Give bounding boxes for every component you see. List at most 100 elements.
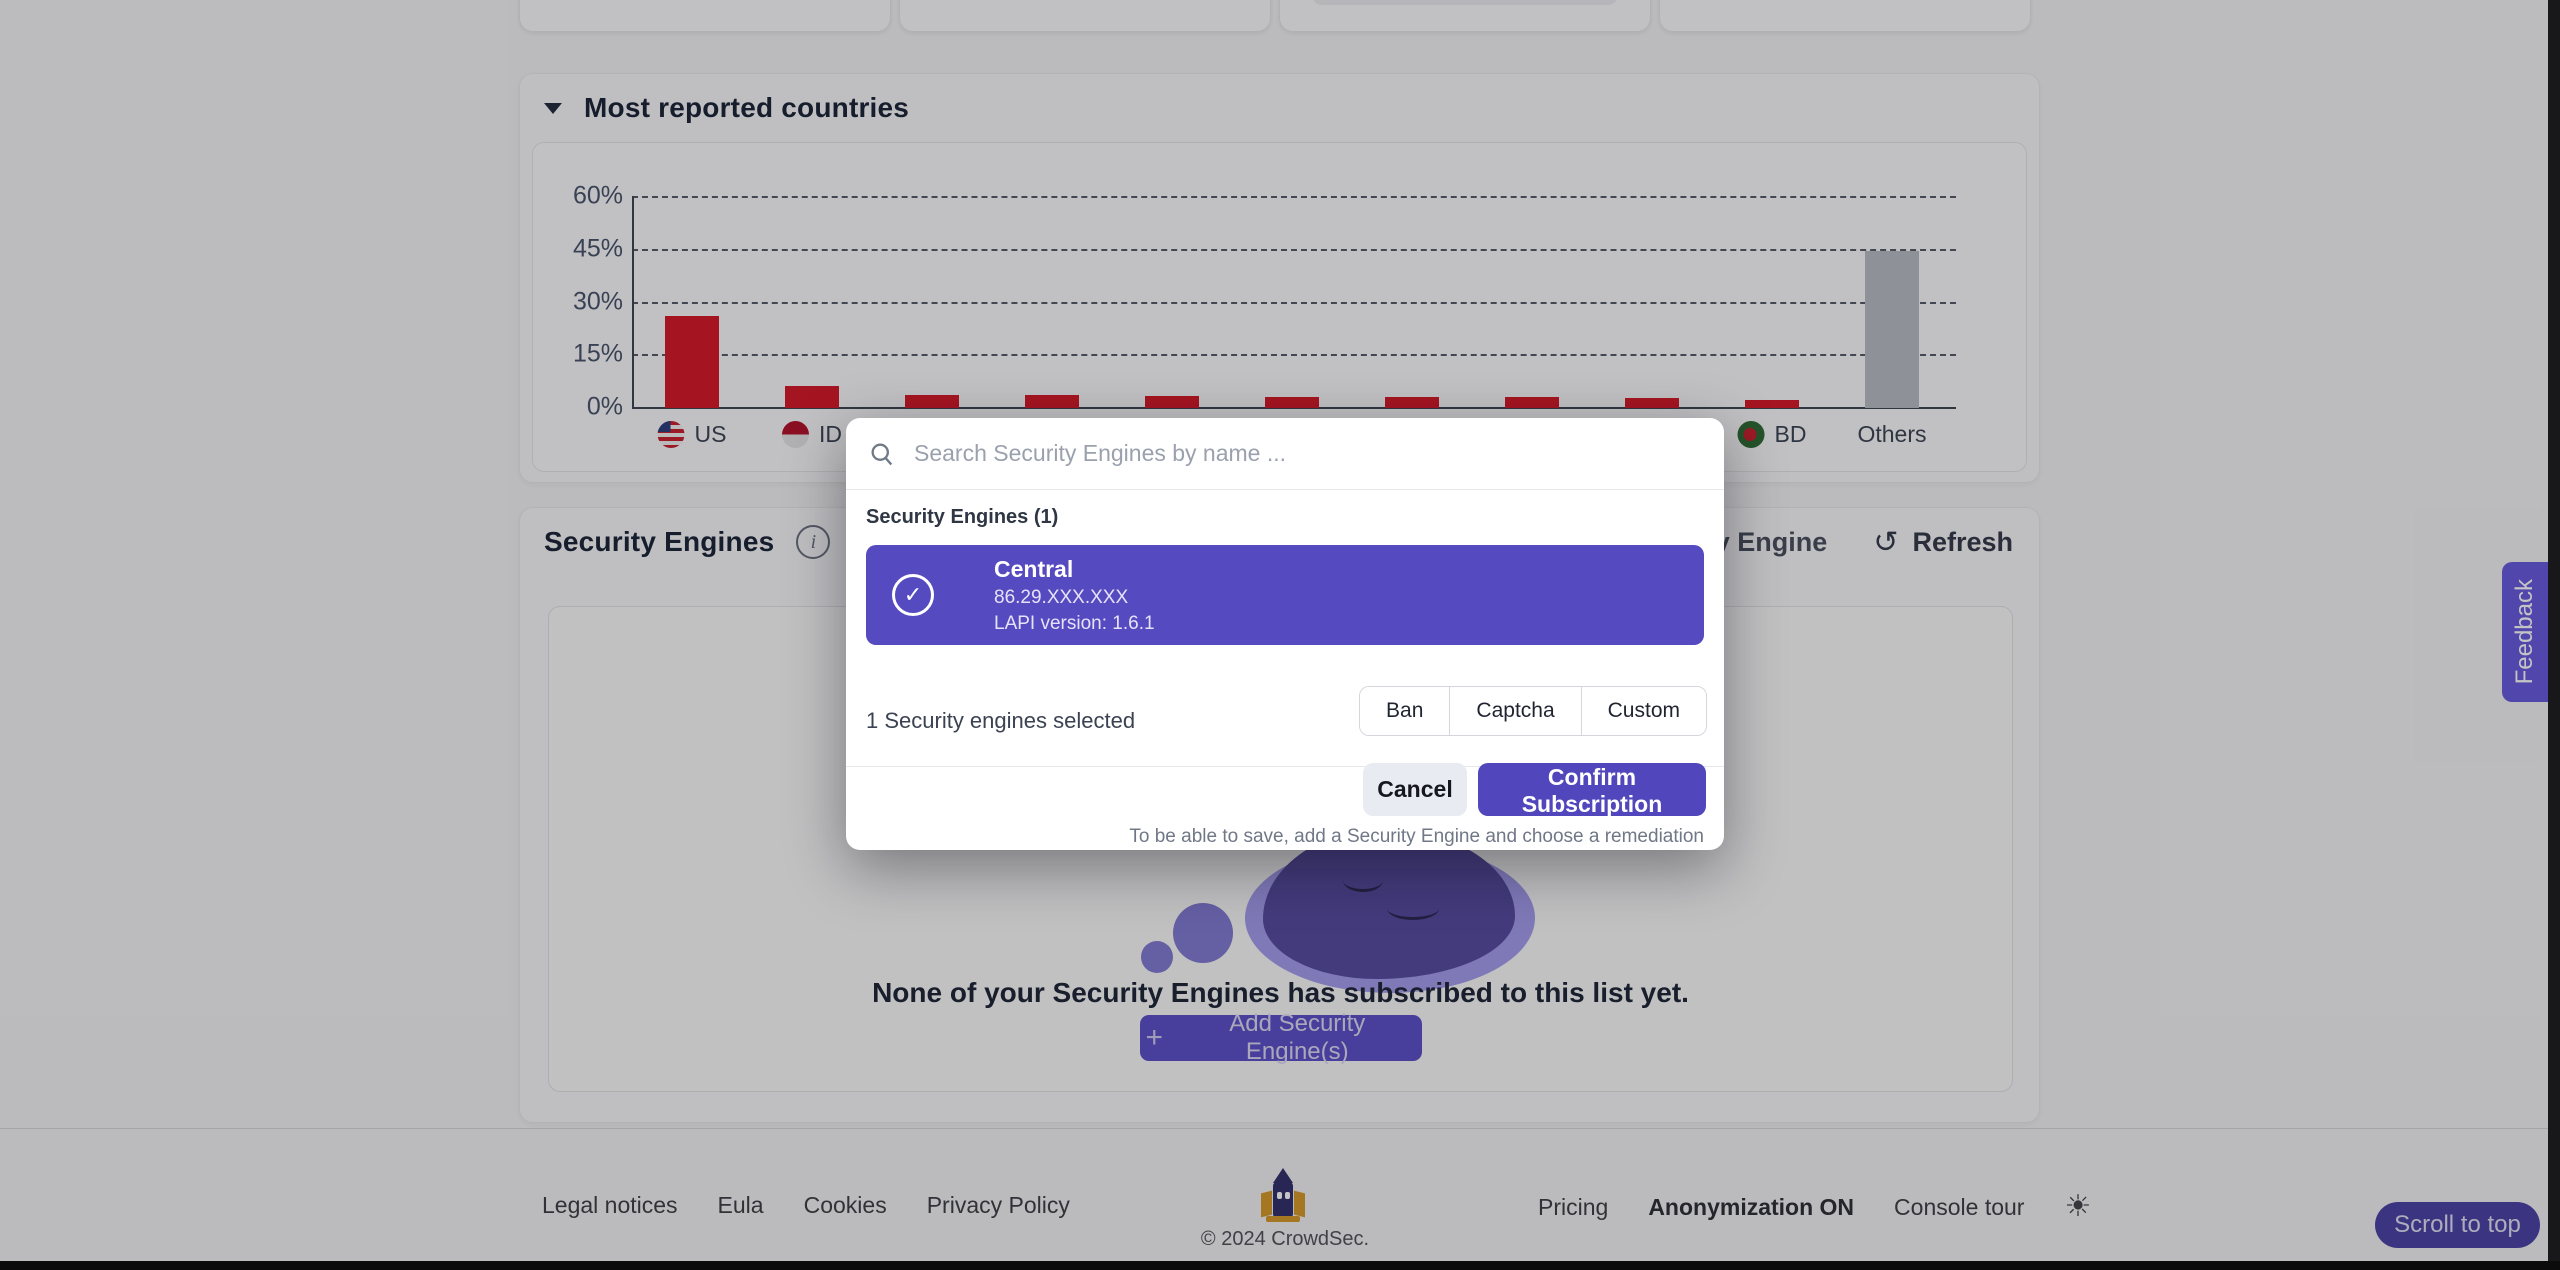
logo-eye-left — [1277, 1192, 1282, 1199]
gridline — [632, 248, 1956, 251]
mascot-face-line — [1343, 869, 1383, 892]
cancel-button[interactable]: Cancel — [1363, 763, 1467, 816]
remediation-captcha-button[interactable]: Captcha — [1449, 687, 1581, 735]
countries-card-header: Most reported countries — [544, 86, 909, 130]
x-axis-line — [632, 407, 1956, 409]
anonymization-toggle[interactable]: Anonymization ON — [1648, 1193, 1855, 1220]
cookies-link[interactable]: Cookies — [803, 1192, 887, 1218]
info-icon[interactable]: i — [796, 525, 831, 559]
engine-row-central[interactable]: ✓ Central 86.29.XXX.XXX LAPI version: 1.… — [866, 545, 1704, 645]
stat-card-partial-2 — [899, 0, 1271, 32]
bar-hidden-3 — [1025, 394, 1079, 408]
footer-links-right: Pricing Anonymization ON Console tour ☀ — [1538, 1192, 2091, 1222]
scrollbar-track[interactable] — [2548, 0, 2560, 1270]
remediation-segmented-control: Ban Captcha Custom — [1359, 686, 1707, 736]
us-flag-icon — [657, 421, 685, 448]
footer-links-left: Legal notices Eula Cookies Privacy Polic… — [542, 1192, 1070, 1219]
crowdsec-logo — [1261, 1168, 1305, 1222]
engines-count-label: Security Engines (1) — [866, 506, 1059, 528]
id-flag-icon — [782, 421, 809, 448]
y-axis-tick: 60% — [572, 181, 623, 210]
logo-hood — [1273, 1168, 1293, 1183]
engine-name: Central — [994, 555, 1074, 582]
bar-US — [665, 316, 719, 408]
stat-card-inner-strip — [1312, 0, 1618, 5]
y-axis-tick: 15% — [572, 339, 623, 368]
modal-search-row — [846, 418, 1724, 490]
pricing-link[interactable]: Pricing — [1538, 1193, 1609, 1220]
modal-footnote: To be able to save, add a Security Engin… — [1129, 826, 1704, 847]
gridline — [632, 301, 1956, 304]
gridline — [632, 196, 1956, 198]
x-label-Others: Others — [1857, 421, 1926, 448]
theme-sun-icon[interactable]: ☀ — [2064, 1190, 2092, 1223]
x-label-BD: BD — [1737, 421, 1807, 448]
collapse-caret-icon[interactable] — [544, 102, 562, 114]
engines-card-title: Security Engines — [544, 526, 775, 557]
engines-empty-panel: None of your Security Engines has subscr… — [548, 606, 2013, 1092]
engine-lapi-version: LAPI version: 1.6.1 — [994, 612, 1155, 634]
stat-card-partial-3 — [1279, 0, 1651, 32]
remediation-row: 1 Security engines selected Ban Captcha … — [846, 672, 1724, 767]
bar-hidden-8 — [1625, 398, 1679, 408]
copyright-text: © 2024 CrowdSec. — [1200, 1228, 1370, 1250]
plus-icon: + — [1145, 1021, 1164, 1054]
mascot-bubble-small — [1141, 941, 1173, 973]
most-reported-countries-card: Most reported countries 60% 45% 30% 15% 0% US… — [519, 73, 2040, 483]
bar-hidden-6 — [1385, 397, 1439, 408]
logo-feet — [1266, 1216, 1300, 1222]
bar-ID — [785, 386, 839, 408]
remediation-ban-button[interactable]: Ban — [1360, 687, 1450, 735]
feedback-tab[interactable]: Feedback — [2502, 562, 2548, 702]
logo-body — [1273, 1182, 1293, 1218]
stat-card-partial-4 — [1659, 0, 2031, 32]
empty-state-title: None of your Security Engines has subscr… — [872, 977, 1689, 1008]
footer-divider — [0, 1128, 2560, 1129]
console-tour-link[interactable]: Console tour — [1894, 1193, 2025, 1220]
y-axis-tick: 45% — [572, 234, 623, 263]
countries-card-title: Most reported countries — [584, 92, 910, 123]
bar-chart-plot: 60% 45% 30% 15% 0% US ID BD Others — [532, 142, 2027, 472]
x-label-text: BD — [1774, 421, 1807, 447]
bar-hidden-2 — [905, 394, 959, 408]
stat-card-partial-1 — [519, 0, 891, 32]
search-icon — [871, 443, 893, 465]
engine-ip: 86.29.XXX.XXX — [994, 586, 1129, 608]
confirm-subscription-button[interactable]: Confirm Subscription — [1478, 763, 1706, 817]
legal-notices-link[interactable]: Legal notices — [542, 1192, 678, 1218]
x-label-US: US — [657, 421, 727, 448]
engine-details: Central 86.29.XXX.XXX LAPI version: 1.6.… — [994, 556, 1155, 635]
security-engines-modal: Security Engines (1) ✓ Central 86.29.XXX… — [846, 418, 1724, 850]
privacy-policy-link[interactable]: Privacy Policy — [926, 1192, 1070, 1218]
eula-link[interactable]: Eula — [717, 1192, 764, 1218]
scroll-to-top-button[interactable]: Scroll to top — [2375, 1202, 2540, 1248]
x-label-text: ID — [819, 421, 842, 447]
y-axis-tick: 30% — [572, 287, 623, 316]
engines-card-header: Security Engines i — [544, 520, 831, 564]
mascot-mouth-line — [1387, 897, 1439, 920]
logo-eye-right — [1285, 1192, 1290, 1199]
add-security-engines-label: Add Security Engine(s) — [1229, 1010, 1366, 1065]
bar-hidden-4 — [1145, 396, 1199, 408]
x-label-text: Others — [1857, 421, 1927, 447]
y-axis-line — [632, 196, 634, 409]
selected-count-text: 1 Security engines selected — [866, 708, 1136, 733]
remediation-custom-button[interactable]: Custom — [1580, 687, 1706, 735]
search-security-engines-input[interactable] — [912, 439, 1702, 468]
add-security-engines-button[interactable]: + Add Security Engine(s) — [1139, 1010, 1422, 1065]
bar-hidden-5 — [1265, 396, 1319, 408]
bar-BD — [1745, 400, 1799, 408]
bar-Others — [1865, 251, 1919, 408]
refresh-icon: ↺ — [1873, 525, 1899, 559]
window-bottom-edge — [0, 1261, 2560, 1270]
mascot-illustration — [1125, 829, 1545, 1035]
refresh-label: Refresh — [1912, 526, 2013, 557]
selected-check-icon: ✓ — [892, 574, 934, 616]
y-axis-tick: 0% — [586, 392, 623, 421]
refresh-button[interactable]: ↺ Refresh — [1873, 525, 2013, 560]
bd-flag-icon — [1737, 421, 1765, 448]
x-label-text: US — [694, 421, 727, 447]
gridline — [632, 354, 1956, 357]
